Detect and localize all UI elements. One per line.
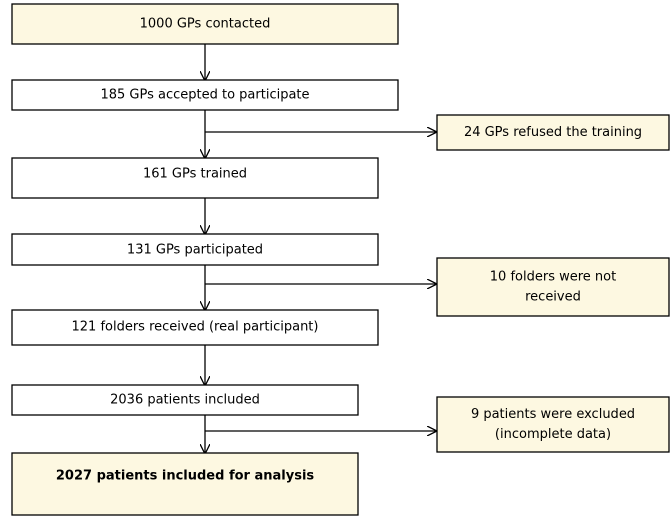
box [11, 452, 359, 516]
connectors [205, 44, 436, 453]
box-label: 24 GPs refused the training [464, 125, 642, 140]
box [11, 309, 379, 346]
box [11, 157, 379, 199]
box-label: 2027 patients included for analysis [56, 469, 315, 484]
box [11, 79, 399, 111]
box-label: 2036 patients included [110, 393, 260, 408]
box-label: 161 GPs trained [143, 167, 247, 182]
box [436, 257, 670, 317]
box-label: (incomplete data) [495, 427, 611, 442]
box-label: 9 patients were excluded [471, 407, 635, 422]
box [11, 233, 379, 266]
box-label: 10 folders were not [490, 270, 616, 285]
box-label: received [525, 290, 581, 305]
box [436, 396, 670, 453]
box-label: 1000 GPs contacted [140, 17, 271, 32]
box-label: 185 GPs accepted to participate [100, 88, 309, 103]
box [436, 114, 670, 151]
boxes: 1000 GPs contacted 185 GPs accepted to pa… [11, 3, 670, 516]
box-label: 131 GPs participated [127, 243, 263, 258]
box-label: 121 folders received (real participant) [72, 320, 319, 335]
box [11, 384, 359, 416]
box [11, 3, 399, 45]
